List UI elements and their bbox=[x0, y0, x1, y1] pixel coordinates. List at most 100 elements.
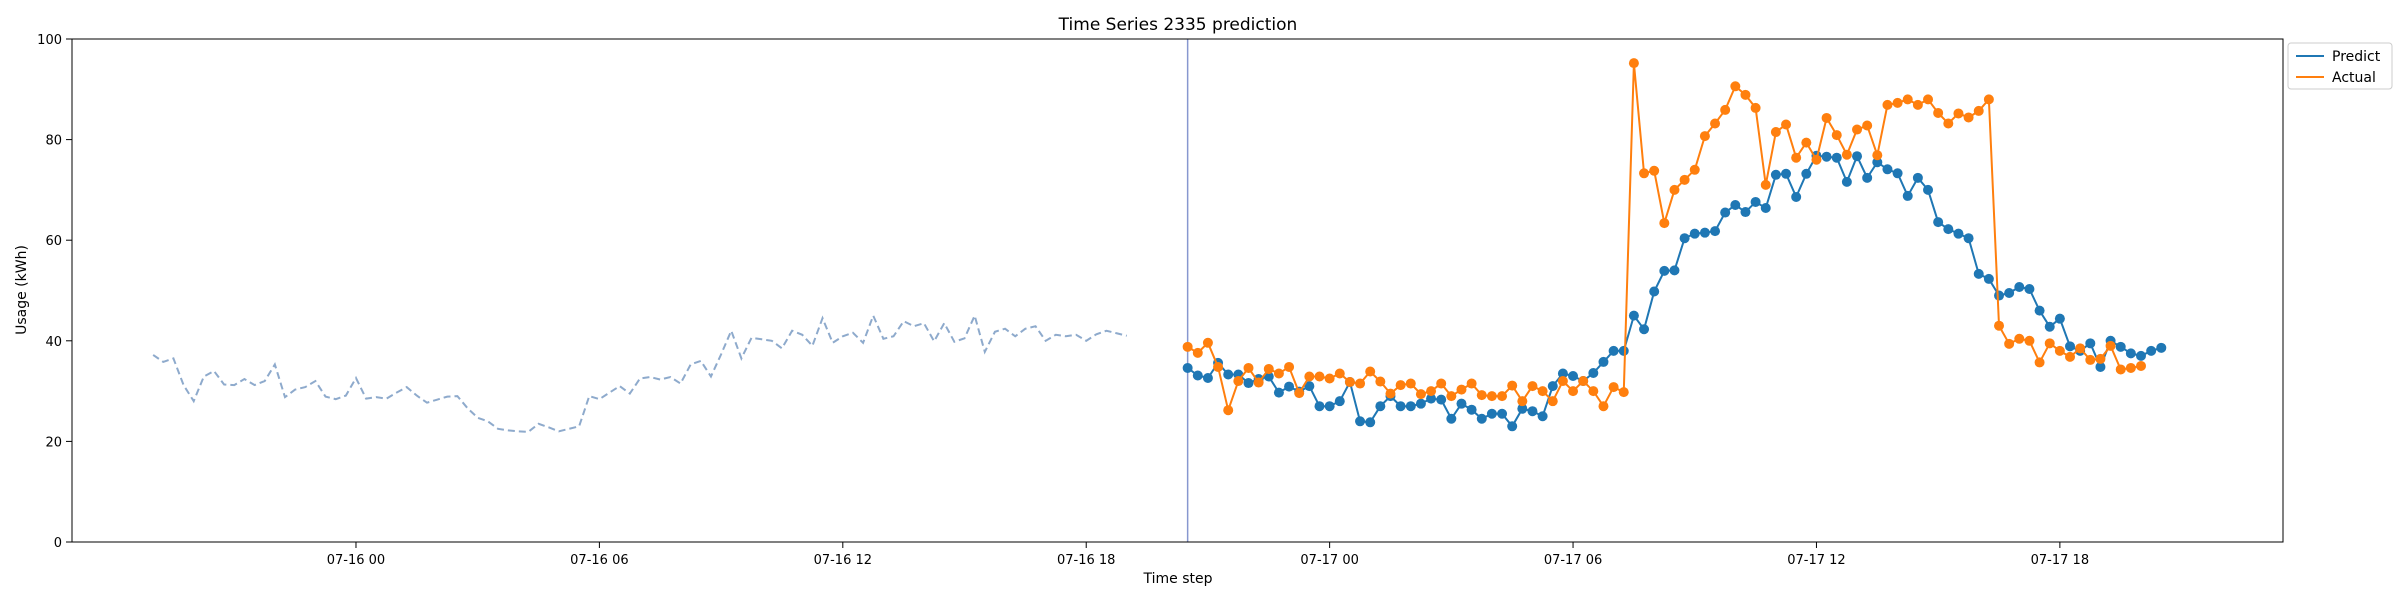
data-point-predict bbox=[1689, 228, 1700, 239]
y-tick-label: 80 bbox=[45, 134, 62, 149]
chart-title: Time Series 2335 prediction bbox=[1058, 15, 1298, 35]
data-point-actual bbox=[1182, 341, 1193, 352]
data-point-predict bbox=[1973, 268, 1984, 279]
data-point-predict bbox=[1192, 370, 1203, 381]
data-point-actual bbox=[1720, 104, 1731, 115]
data-point-predict bbox=[2115, 341, 2126, 352]
data-point-actual bbox=[2004, 338, 2015, 349]
data-point-actual bbox=[2075, 343, 2086, 354]
data-point-actual bbox=[1811, 154, 1822, 165]
data-point-actual bbox=[1192, 347, 1203, 358]
data-point-actual bbox=[1902, 94, 1913, 105]
data-point-predict bbox=[1588, 367, 1599, 378]
data-point-predict bbox=[1983, 273, 1994, 284]
data-point-actual bbox=[2105, 340, 2116, 351]
data-point-predict bbox=[1801, 168, 1812, 179]
data-point-actual bbox=[1983, 94, 1994, 105]
data-point-predict bbox=[1517, 403, 1528, 414]
y-tick-label: 60 bbox=[45, 234, 62, 249]
data-point-predict bbox=[1598, 356, 1609, 367]
data-point-predict bbox=[1791, 191, 1802, 202]
data-point-actual bbox=[1710, 118, 1721, 129]
data-point-predict bbox=[2044, 321, 2055, 332]
data-point-actual bbox=[1314, 371, 1325, 382]
data-point-actual bbox=[1862, 120, 1873, 131]
data-point-actual bbox=[1740, 89, 1751, 100]
data-point-actual bbox=[2136, 360, 2147, 371]
data-point-predict bbox=[2085, 338, 2096, 349]
data-point-predict bbox=[2136, 350, 2147, 361]
data-point-predict bbox=[1365, 417, 1376, 428]
data-point-predict bbox=[1831, 152, 1842, 163]
x-tick-label: 07-16 12 bbox=[814, 553, 872, 568]
data-point-actual bbox=[1395, 380, 1406, 391]
data-point-predict bbox=[1557, 368, 1568, 379]
data-point-actual bbox=[1365, 366, 1376, 377]
data-point-actual bbox=[1568, 386, 1579, 397]
data-point-predict bbox=[1314, 401, 1325, 412]
data-point-predict bbox=[1436, 394, 1447, 405]
data-point-predict bbox=[1841, 176, 1852, 187]
data-point-predict bbox=[1720, 207, 1731, 218]
data-point-predict bbox=[1902, 190, 1913, 201]
data-point-predict bbox=[1628, 310, 1639, 321]
data-point-actual bbox=[1649, 165, 1660, 176]
data-point-actual bbox=[1973, 105, 1984, 116]
data-point-predict bbox=[1963, 233, 1974, 244]
y-tick-label: 100 bbox=[37, 33, 62, 48]
data-point-actual bbox=[1223, 405, 1234, 416]
data-point-predict bbox=[2125, 348, 2136, 359]
data-point-predict bbox=[1324, 401, 1335, 412]
data-point-predict bbox=[2024, 283, 2035, 294]
data-point-predict bbox=[1608, 345, 1619, 356]
data-point-actual bbox=[1669, 184, 1680, 195]
data-point-predict bbox=[1334, 396, 1345, 407]
legend: Predict Actual bbox=[2287, 42, 2393, 90]
data-point-predict bbox=[1730, 199, 1741, 210]
data-point-predict bbox=[1507, 421, 1518, 432]
data-point-actual bbox=[1943, 118, 1954, 129]
data-point-predict bbox=[1568, 371, 1579, 382]
data-point-predict bbox=[1679, 233, 1690, 244]
data-point-actual bbox=[1456, 384, 1467, 395]
data-point-predict bbox=[1770, 169, 1781, 180]
data-point-predict bbox=[1699, 227, 1710, 238]
data-point-actual bbox=[1517, 396, 1528, 407]
data-point-actual bbox=[1507, 380, 1518, 391]
data-point-actual bbox=[2115, 364, 2126, 375]
data-point-actual bbox=[1202, 337, 1213, 348]
data-point-actual bbox=[1304, 371, 1315, 382]
data-point-actual bbox=[1375, 376, 1386, 387]
data-point-actual bbox=[1953, 108, 1964, 119]
data-point-actual bbox=[2044, 338, 2055, 349]
data-point-actual bbox=[2065, 351, 2076, 362]
data-point-actual bbox=[1628, 58, 1639, 69]
data-point-actual bbox=[1730, 81, 1741, 92]
data-point-actual bbox=[1405, 378, 1416, 389]
data-point-actual bbox=[1689, 164, 1700, 175]
data-point-actual bbox=[1486, 391, 1497, 402]
data-point-predict bbox=[1933, 217, 1944, 228]
data-point-predict bbox=[1923, 184, 1934, 195]
data-point-actual bbox=[2125, 362, 2136, 373]
data-point-actual bbox=[1801, 137, 1812, 148]
data-point-predict bbox=[1497, 408, 1508, 419]
data-point-predict bbox=[1527, 406, 1538, 417]
x-tick-label: 07-16 00 bbox=[327, 553, 385, 568]
y-axis: 0 20 40 60 80 100 bbox=[37, 33, 72, 551]
data-point-predict bbox=[2054, 313, 2065, 324]
data-point-predict bbox=[1456, 398, 1467, 409]
x-tick-label: 07-16 06 bbox=[570, 553, 628, 568]
data-point-actual bbox=[1598, 401, 1609, 412]
data-point-predict bbox=[1953, 228, 1964, 239]
data-point-actual bbox=[1213, 361, 1224, 372]
data-point-predict bbox=[1375, 401, 1386, 412]
data-point-actual bbox=[1852, 124, 1863, 135]
data-point-predict bbox=[1537, 411, 1548, 422]
data-point-actual bbox=[1994, 320, 2005, 331]
history-line bbox=[152, 312, 1128, 433]
data-point-predict bbox=[1284, 381, 1295, 392]
data-point-actual bbox=[1527, 381, 1538, 392]
x-tick-label: 07-17 12 bbox=[1787, 553, 1845, 568]
